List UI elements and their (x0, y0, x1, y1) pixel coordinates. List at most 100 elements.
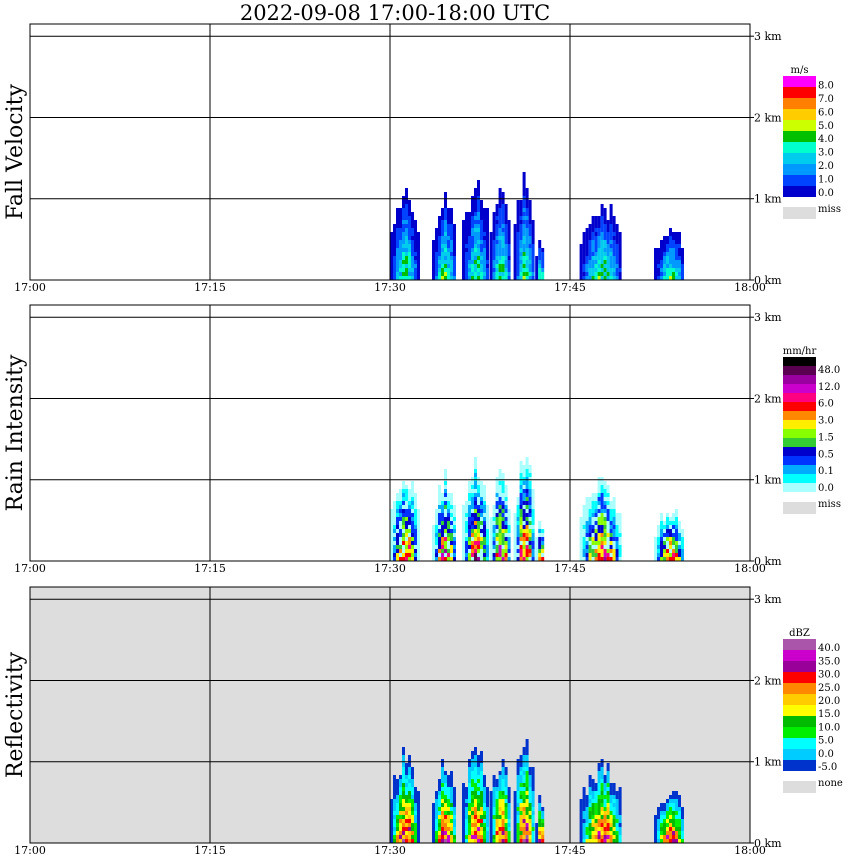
echo-pixel (408, 489, 411, 493)
echo-pixel (525, 517, 529, 521)
echo-pixel (483, 272, 486, 276)
echo-pixel (675, 807, 678, 811)
echo-pixel (504, 823, 508, 827)
echo-pixel (609, 549, 613, 553)
echo-pixel (483, 525, 486, 529)
echo-pixel (405, 525, 408, 529)
echo-pixel (441, 783, 444, 787)
echo-pixel (535, 557, 539, 561)
echo-pixel (468, 803, 471, 807)
echo-pixel (672, 823, 675, 827)
echo-pixel (501, 823, 505, 827)
echo-pixel (495, 799, 499, 803)
echo-pixel (618, 240, 622, 244)
echo-pixel (528, 545, 532, 549)
echo-pixel (513, 815, 517, 819)
echo-pixel (600, 831, 604, 835)
echo-pixel (402, 807, 405, 811)
echo-pixel (522, 823, 526, 827)
echo-pixel (477, 771, 480, 775)
echo-pixel (495, 485, 499, 489)
echo-pixel (678, 815, 681, 819)
echo-pixel (594, 537, 598, 541)
echo-pixel (663, 244, 666, 248)
echo-pixel (480, 751, 483, 755)
echo-pixel (507, 557, 511, 561)
echo-pixel (541, 529, 545, 533)
echo-pixel (516, 521, 520, 525)
echo-pixel (498, 252, 502, 256)
echo-pixel (390, 525, 393, 529)
echo-pixel (538, 240, 542, 244)
echo-pixel (486, 811, 489, 815)
echo-pixel (654, 553, 657, 557)
echo-pixel (666, 264, 669, 268)
echo-pixel (528, 815, 532, 819)
echo-pixel (663, 252, 666, 256)
echo-pixel (519, 799, 523, 803)
echo-pixel (393, 533, 396, 537)
echo-pixel (591, 541, 595, 545)
echo-pixel (468, 216, 471, 220)
echo-pixel (447, 827, 450, 831)
echo-pixel (609, 220, 613, 224)
echo-pixel (525, 493, 529, 497)
echo-pixel (489, 791, 493, 795)
echo-pixel (417, 517, 420, 521)
echo-pixel (447, 799, 450, 803)
echo-pixel (405, 497, 408, 501)
echo-pixel (471, 803, 474, 807)
echo-pixel (483, 252, 486, 256)
echo-pixel (474, 501, 477, 505)
echo-pixel (519, 513, 523, 517)
echo-pixel (465, 505, 468, 509)
echo-pixel (585, 517, 589, 521)
echo-pixel (477, 232, 480, 236)
echo-pixel (450, 553, 453, 557)
echo-pixel (528, 469, 532, 473)
echo-pixel (603, 529, 607, 533)
echo-pixel (441, 240, 444, 244)
echo-pixel (525, 827, 529, 831)
echo-pixel (396, 529, 399, 533)
echo-pixel (615, 835, 619, 839)
echo-pixel (591, 537, 595, 541)
echo-pixel (402, 763, 405, 767)
echo-pixel (591, 529, 595, 533)
echo-pixel (522, 272, 526, 276)
echo-pixel (396, 831, 399, 835)
echo-pixel (444, 517, 447, 521)
echo-pixel (594, 541, 598, 545)
echo-pixel (465, 807, 468, 811)
echo-pixel (612, 268, 616, 272)
echo-pixel (447, 819, 450, 823)
echo-pixel (477, 783, 480, 787)
echo-pixel (612, 525, 616, 529)
echo-pixel (612, 795, 616, 799)
echo-pixel (597, 783, 601, 787)
colorbar-missing-label: miss (818, 499, 841, 510)
echo-pixel (507, 521, 511, 525)
echo-pixel (675, 815, 678, 819)
echo-pixel (600, 767, 604, 771)
echo-pixel (498, 557, 502, 561)
echo-pixel (507, 791, 511, 795)
echo-pixel (447, 839, 450, 843)
colorbar-missing-label: none (818, 778, 843, 789)
echo-pixel (669, 811, 672, 815)
echo-pixel (450, 276, 453, 280)
echo-pixel (522, 803, 526, 807)
echo-pixel (660, 827, 663, 831)
echo-pixel (432, 819, 435, 823)
echo-pixel (507, 795, 511, 799)
echo-pixel (582, 236, 586, 240)
echo-pixel (492, 525, 496, 529)
echo-pixel (606, 485, 610, 489)
echo-pixel (504, 485, 508, 489)
echo-pixel (402, 787, 405, 791)
echo-pixel (438, 489, 441, 493)
echo-pixel (528, 216, 532, 220)
echo-pixel (405, 779, 408, 783)
echo-pixel (504, 521, 508, 525)
echo-pixel (432, 264, 435, 268)
